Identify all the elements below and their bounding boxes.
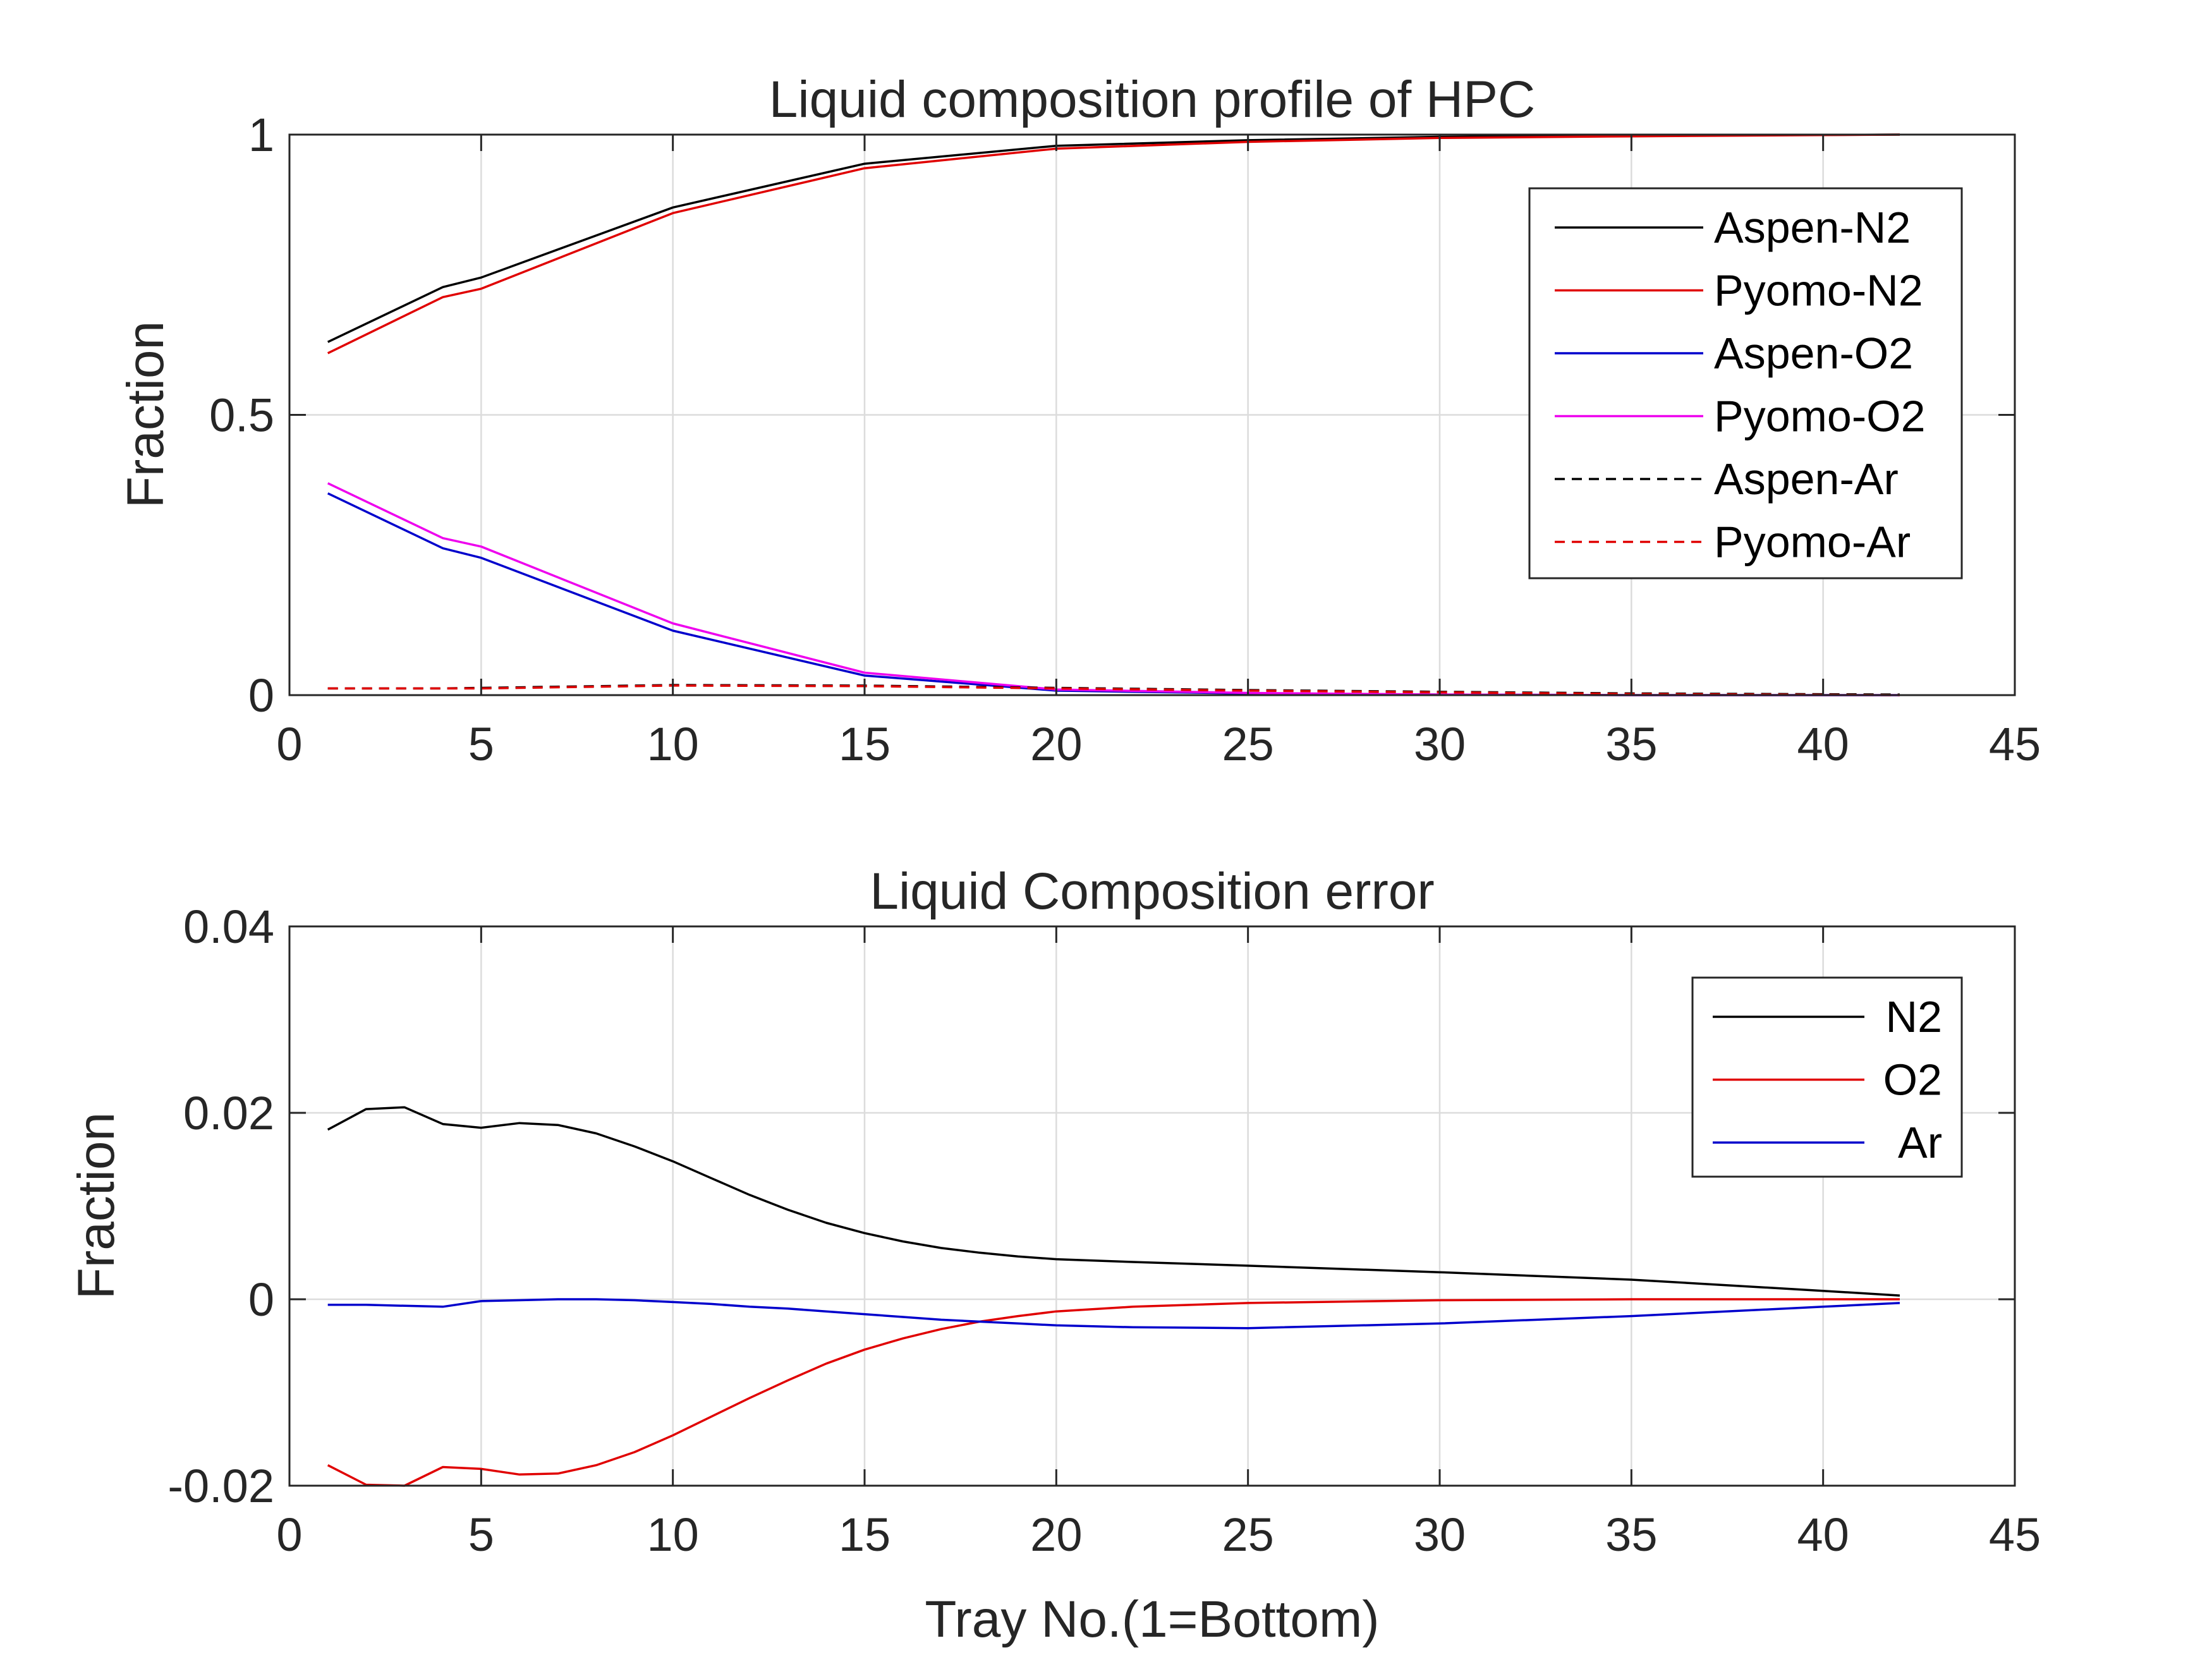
- x-tick-label: 40: [1797, 1508, 1849, 1561]
- legend-entry-label: Pyomo-O2: [1714, 392, 1926, 441]
- x-tick-label: 15: [839, 1508, 890, 1561]
- x-tick-label: 0: [276, 1508, 302, 1561]
- x-tick-label: 35: [1605, 718, 1657, 770]
- x-tick-label: 25: [1222, 718, 1274, 770]
- y-tick-labels: 00.51: [209, 109, 274, 722]
- x-tick-labels: 0 5 10 15 20 25 30 35 40 45: [276, 718, 2041, 770]
- series-line-n2: [327, 1106, 1900, 1297]
- series-line-pyomo-ar: [327, 684, 1900, 696]
- y-axis-label: Fraction: [68, 1112, 125, 1299]
- chart-title: Liquid composition profile of HPC: [769, 71, 1535, 128]
- series-line-ar: [327, 1298, 1900, 1330]
- y-tick-label: 0.02: [183, 1087, 274, 1139]
- x-tick-label: 25: [1222, 1508, 1274, 1561]
- legend-entry-label: Aspen-O2: [1714, 329, 1913, 378]
- y-tick-label: 0: [248, 1273, 274, 1326]
- y-tick-label: 0: [248, 669, 274, 722]
- legend-entry-label: Pyomo-N2: [1714, 266, 1923, 315]
- x-tick-label: 20: [1030, 718, 1082, 770]
- y-tick-label: 0.04: [183, 901, 274, 953]
- x-tick-label: 30: [1414, 1508, 1466, 1561]
- series-line-pyomo-n2: [327, 133, 1900, 355]
- legend-entry-label: Ar: [1898, 1118, 1942, 1167]
- y-tick-label: 0.5: [209, 389, 274, 442]
- legend: N2 O2 Ar: [1691, 976, 1963, 1178]
- x-tick-label: 0: [276, 718, 302, 770]
- x-tick-label: 15: [839, 718, 890, 770]
- y-axis-label: Fraction: [117, 321, 174, 508]
- legend-box: [1528, 187, 1963, 579]
- x-tick-label: 30: [1414, 718, 1466, 770]
- x-tick-labels: 0 5 10 15 20 25 30 35 40 45: [276, 1508, 2041, 1561]
- x-tick-label: 5: [468, 1508, 494, 1561]
- legend-entry-label: Pyomo-Ar: [1714, 518, 1911, 567]
- series-lines: [327, 1106, 1900, 1487]
- legend-entry-label: O2: [1883, 1055, 1942, 1105]
- y-tick-label: -0.02: [167, 1460, 274, 1512]
- composition-profile-axes: 0 5 10 15 20 25 30 35 40 45 00.51 Liquid composit…: [117, 71, 2041, 770]
- axes-box: [288, 925, 2016, 1487]
- legend-entry-label: Aspen-Ar: [1714, 454, 1899, 504]
- x-axis-label: Tray No.(1=Bottom): [925, 1591, 1379, 1648]
- legend-entry-label: Aspen-N2: [1714, 203, 1911, 252]
- y-tick-label: 1: [248, 109, 274, 161]
- series-line-o2: [327, 1298, 1900, 1487]
- x-tick-label: 10: [647, 718, 699, 770]
- legend-entry-label: N2: [1886, 992, 1942, 1041]
- chart-title: Liquid Composition error: [870, 863, 1434, 920]
- tick-marks: [288, 925, 2016, 1487]
- tick-marks: [288, 133, 2016, 696]
- x-tick-label: 20: [1030, 1508, 1082, 1561]
- y-tick-labels: -0.02 0 0.02 0.04: [167, 901, 274, 1512]
- legend: Aspen-N2 Pyomo-N2 Aspen-O2 Pyomo-O2 Aspen-Ar…: [1528, 187, 1963, 579]
- x-tick-label: 5: [468, 718, 494, 770]
- x-tick-label: 10: [647, 1508, 699, 1561]
- x-tick-label: 40: [1797, 718, 1849, 770]
- x-tick-label: 35: [1605, 1508, 1657, 1561]
- x-tick-label: 45: [1989, 718, 2041, 770]
- x-tick-label: 45: [1989, 1508, 2041, 1561]
